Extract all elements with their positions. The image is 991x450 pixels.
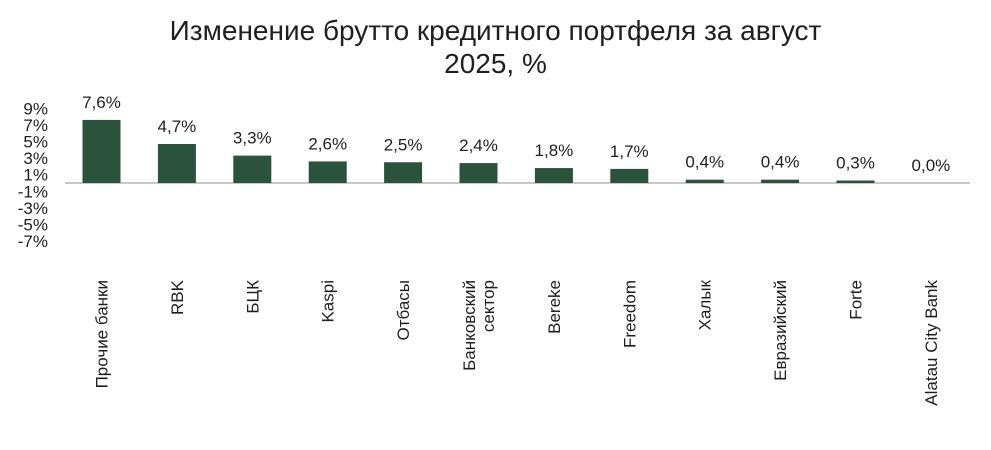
- bars-group: [82, 119, 875, 183]
- category-label: Прочие банки: [93, 280, 112, 388]
- data-label: 2,6%: [308, 134, 347, 153]
- data-label: 1,8%: [535, 141, 574, 160]
- category-label-line: Халык: [696, 279, 715, 330]
- category-label: Kaspi: [319, 280, 338, 323]
- category-label-line: RBK: [168, 279, 187, 315]
- chart-title: Изменение брутто кредитного портфеля за …: [169, 15, 822, 79]
- category-label-line: Forte: [847, 280, 866, 320]
- category-label: Евразийский: [771, 280, 790, 381]
- category-label-line: Alatau City Bank: [922, 280, 941, 406]
- category-label-line: Kaspi: [319, 280, 338, 323]
- y-tick-label: -5%: [18, 216, 48, 235]
- y-tick-label: 9%: [23, 99, 48, 118]
- data-label: 2,5%: [384, 135, 423, 154]
- category-labels-group: Прочие банки RBK БЦК Kaspi Отбасы Банковский с…: [93, 279, 941, 405]
- bar: [233, 155, 272, 183]
- category-label-line: Банковский: [460, 280, 479, 371]
- category-label-line: Прочие банки: [93, 280, 112, 388]
- category-label: Банковский сектор: [460, 280, 498, 371]
- bar: [157, 143, 196, 183]
- category-label: Отбасы: [394, 280, 413, 341]
- bar: [836, 180, 875, 183]
- category-label-line: Freedom: [620, 280, 639, 348]
- y-tick-label: 3%: [23, 149, 48, 168]
- category-label: Халык: [696, 279, 715, 330]
- bar: [534, 168, 573, 183]
- data-label: 7,6%: [82, 93, 121, 112]
- data-labels-group: 7,6% 4,7% 3,3% 2,6% 2,5% 2,4% 1,8% 1,7% 0,4% 0,4%…: [82, 93, 950, 175]
- bar: [685, 179, 724, 183]
- data-label: 3,3%: [233, 129, 272, 148]
- y-tick-label: 7%: [23, 116, 48, 135]
- bar: [308, 161, 347, 183]
- category-label-line: Bereke: [545, 280, 564, 334]
- category-label-line: Евразийский: [771, 280, 790, 381]
- y-tick-label: -1%: [18, 182, 48, 201]
- y-axis-ticks: 9%7%5%3%1%-1%-3%-5%-7%: [18, 99, 48, 251]
- data-label: 2,4%: [459, 136, 498, 155]
- y-tick-label: -3%: [18, 199, 48, 218]
- bar: [761, 179, 800, 183]
- data-label: 0,3%: [836, 154, 875, 173]
- category-label-line: БЦК: [243, 280, 262, 314]
- data-label: 0,0%: [912, 156, 951, 175]
- y-tick-label: 5%: [23, 133, 48, 152]
- category-label-line: сектор: [479, 280, 498, 332]
- data-label: 0,4%: [761, 153, 800, 172]
- bar: [610, 168, 649, 183]
- y-tick-label: 1%: [23, 166, 48, 185]
- data-label: 0,4%: [685, 153, 724, 172]
- bar: [82, 119, 121, 183]
- y-tick-label: -7%: [18, 232, 48, 251]
- data-label: 1,7%: [610, 142, 649, 161]
- category-label: Bereke: [545, 280, 564, 334]
- data-label: 4,7%: [158, 117, 197, 136]
- category-label: БЦК: [243, 280, 262, 314]
- category-label: Forte: [847, 280, 866, 320]
- bar: [459, 163, 498, 183]
- category-label: Freedom: [620, 280, 639, 348]
- category-label-line: Отбасы: [394, 280, 413, 341]
- category-label: Alatau City Bank: [922, 280, 941, 406]
- bar: [384, 162, 423, 183]
- category-label: RBK: [168, 279, 187, 315]
